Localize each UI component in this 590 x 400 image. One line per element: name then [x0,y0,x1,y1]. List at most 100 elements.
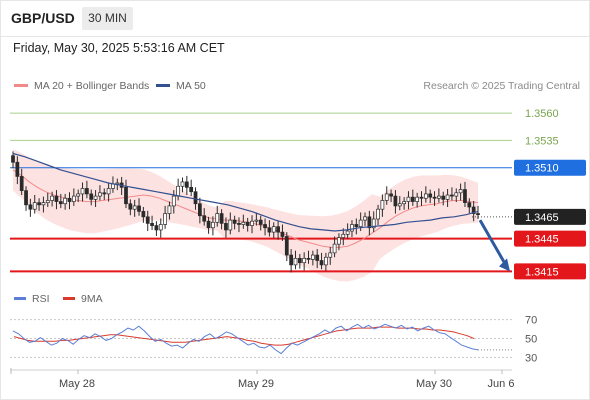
header-divider [0,36,590,37]
candle-body [389,193,393,197]
candle-body [337,237,341,245]
candle-body [63,197,68,205]
candle-body [132,205,137,210]
candle-body [371,218,376,229]
x-tick-label: May 29 [238,378,274,390]
x-tick-label: May 30 [416,378,452,390]
level-label-1.3415: 1.3415 [525,266,559,278]
candle-body [158,224,163,231]
candle-body [102,192,107,195]
ma50-swatch [156,83,170,87]
candle-body [419,196,424,199]
level-tag-1.3510 [514,159,586,176]
candle-body [350,224,354,232]
level-tag-1.3415 [514,263,586,280]
rsi-swatch [14,296,26,300]
candle-body [154,225,159,231]
candle-body [293,257,298,266]
timeframe-badge[interactable]: 30 MIN [82,7,133,30]
candle-body [406,196,411,202]
candle-body [19,176,24,191]
ma20-line [12,169,479,248]
candle-body [171,195,176,207]
candle-body [332,243,337,254]
candle-body [263,224,267,229]
candle-body [306,257,311,260]
candle-body [54,195,59,202]
datetime-label: Friday, May 30, 2025 5:53:16 AM CET [13,41,225,55]
candle-body [24,190,28,206]
candle-body [76,193,81,197]
candle-body [471,206,476,214]
candle-body [328,252,333,258]
candle-body [106,188,111,195]
candle-body [376,208,380,220]
candle-body [98,192,102,197]
candle-body [241,221,246,225]
candle-body [358,219,363,228]
candle-body [37,202,41,206]
legend-9ma: 9MA [63,293,103,305]
candle-body [458,189,463,194]
candle-body [384,193,389,201]
candle-body [206,220,211,229]
candle-body [45,200,50,203]
candle-body [354,224,359,228]
candle-body [193,191,198,205]
level-label-1.3465: 1.3465 [525,212,559,224]
candle-body [367,216,372,229]
candle-body [67,197,72,202]
candle-body [189,187,194,193]
candle-body [124,187,128,205]
credit-label: Research © 2025 Trading Central [423,80,580,92]
candle-body [423,193,428,199]
candle-body [202,215,207,222]
legend-ma20: MA 20 + Bollinger Bands [14,80,149,92]
candle-body [254,219,259,222]
candle-body [463,189,467,203]
candle-body [258,219,263,225]
candle-body [345,230,350,235]
candle-body [271,226,276,233]
candle-body [211,221,215,229]
candles-group [11,151,480,273]
candle-body [237,223,241,225]
candle-body [184,181,189,188]
candle-body [315,254,320,261]
candle-body [15,161,20,177]
forecast-arrow-shaft [478,219,508,267]
candle-body [176,185,181,197]
rsi-line [12,323,479,355]
x-tick-label: May 28 [59,378,95,390]
level-label-1.3510: 1.3510 [525,163,559,175]
candle-body [324,256,328,266]
candle-body [276,226,280,233]
candle-body [319,260,324,266]
candle-body [284,236,289,256]
rsi-tick-30: 30 [525,352,537,364]
candle-body [163,213,167,225]
candle-body [297,257,302,264]
level-label-1.3535: 1.3535 [525,135,559,147]
candle-body [280,231,285,237]
candle-body [137,205,141,212]
ma20-swatch [14,83,28,87]
candle-body [128,203,133,210]
candle-body [245,221,250,226]
candle-body [11,155,15,163]
bollinger-band [13,149,478,282]
candle-body [402,201,406,205]
legend-ma50: MA 50 [156,80,206,92]
candle-body [341,233,346,238]
legend-rsi-label: RSI [32,293,50,305]
candle-body [89,193,94,200]
candle-body [141,211,146,218]
candle-body [437,195,441,199]
candle-body [71,195,76,202]
rsi-tick-70: 70 [525,315,537,327]
candle-body [85,188,89,195]
candle-body [80,188,85,195]
candle-body [363,216,367,221]
candle-body [289,254,294,266]
candle-body [467,202,472,208]
